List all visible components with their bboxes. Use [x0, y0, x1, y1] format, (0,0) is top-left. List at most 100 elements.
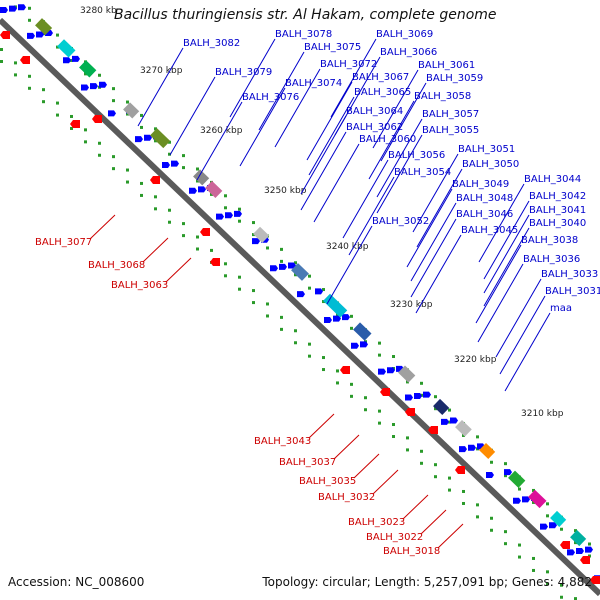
forward-gene-label: BALH_3033: [541, 269, 598, 280]
feature-block: [508, 470, 526, 488]
tick-dot: [504, 530, 507, 534]
feature-block: [323, 293, 348, 318]
forward-gene-arrow: [72, 55, 80, 62]
forward-label-leader: [330, 38, 377, 118]
feature-block: [479, 442, 496, 460]
tick-label: 3270 kbp: [140, 66, 183, 76]
forward-label-leader: [169, 76, 216, 156]
forward-label-leader: [406, 188, 453, 268]
forward-gene-label: BALH_3049: [452, 179, 509, 190]
forward-gene-arrow: [297, 291, 305, 298]
tick-dot: [154, 127, 157, 131]
reverse-gene-label: BALH_3035: [299, 476, 356, 487]
topology-label: Topology: circular; Length: 5,257,091 bp…: [262, 575, 592, 589]
tick-dot: [448, 420, 451, 424]
tick-dot: [560, 583, 563, 587]
forward-gene-label: BALH_3050: [462, 159, 519, 170]
tick-dot: [140, 193, 143, 197]
forward-gene-label: BALH_3040: [529, 218, 586, 229]
tick-dot: [308, 274, 311, 278]
tick-dot: [70, 114, 73, 118]
reverse-gene-label: BALH_3063: [111, 280, 168, 291]
tick-dot: [546, 570, 549, 574]
forward-gene-label: BALH_3075: [304, 42, 361, 53]
forward-label-leader: [308, 96, 355, 176]
tick-dot: [140, 181, 143, 185]
tick-dot: [476, 515, 479, 519]
forward-gene-arrow: [216, 213, 224, 220]
tick-dot: [140, 125, 143, 129]
tick-dot: [154, 195, 157, 199]
tick-dot: [70, 126, 73, 130]
tick-dot: [266, 314, 269, 318]
forward-gene-arrow: [81, 84, 89, 91]
tick-dot: [504, 542, 507, 546]
forward-label-leader: [499, 295, 546, 375]
tick-dot: [196, 167, 199, 171]
tick-dot: [112, 87, 115, 91]
tick-dot: [210, 248, 213, 252]
tick-dot: [56, 33, 59, 37]
tick-dot: [532, 568, 535, 572]
forward-gene-arrow: [225, 212, 233, 219]
tick-dot: [266, 302, 269, 306]
forward-gene-label: BALH_3069: [376, 29, 433, 40]
forward-gene-arrow: [252, 238, 260, 245]
tick-dot: [14, 61, 17, 65]
forward-gene-arrow: [387, 367, 395, 374]
tick-dot: [280, 315, 283, 319]
forward-gene-arrow: [576, 548, 584, 555]
forward-gene-label: BALH_3055: [422, 125, 479, 136]
tick-label: 3260 kbp: [200, 126, 243, 136]
tick-dot: [168, 208, 171, 212]
reverse-gene-arrow: [92, 115, 102, 123]
tick-dot: [308, 354, 311, 358]
forward-label-leader: [410, 218, 457, 298]
forward-gene-label: BALH_3048: [456, 193, 513, 204]
tick-label: 3250 kbp: [264, 186, 307, 196]
forward-gene-label: BALH_3061: [418, 60, 475, 71]
forward-gene-label: BALH_3076: [242, 92, 299, 103]
tick-dot: [98, 141, 101, 145]
tick-dot: [196, 235, 199, 239]
tick-dot: [238, 207, 241, 211]
tick-dot: [364, 408, 367, 412]
tick-dot: [350, 314, 353, 318]
tick-dot: [182, 154, 185, 158]
tick-dot: [490, 460, 493, 464]
reverse-gene-arrow: [340, 366, 350, 374]
forward-gene-arrow: [279, 263, 287, 270]
forward-gene-arrow: [99, 81, 107, 88]
tick-dot: [420, 461, 423, 465]
forward-label-leader: [326, 225, 373, 305]
forward-gene-arrow: [171, 160, 179, 167]
forward-gene-label: BALH_3066: [380, 47, 437, 58]
tick-dot: [84, 72, 87, 76]
forward-label-leader: [478, 183, 525, 263]
feature-block: [57, 39, 76, 58]
tick-dot: [546, 514, 549, 518]
forward-gene-label: BALH_3072: [320, 59, 377, 70]
tick-dot: [448, 408, 451, 412]
forward-gene-arrow: [108, 110, 116, 117]
feature-block: [35, 18, 53, 36]
forward-label-leader: [412, 153, 459, 233]
tick-dot: [308, 286, 311, 290]
forward-gene-arrow: [360, 341, 368, 348]
forward-label-leader: [372, 69, 419, 149]
feature-block: [291, 263, 309, 281]
tick-dot: [252, 221, 255, 225]
tick-dot: [168, 140, 171, 144]
forward-gene-arrow: [18, 4, 26, 11]
tick-dot: [280, 247, 283, 251]
forward-gene-label: BALH_3079: [215, 67, 272, 78]
forward-gene-arrow: [414, 393, 422, 400]
tick-dot: [448, 488, 451, 492]
forward-gene-arrow: [486, 471, 494, 478]
forward-gene-label: BALH_3031: [545, 286, 600, 297]
forward-gene-arrow: [162, 161, 170, 168]
reverse-gene-arrow: [0, 31, 10, 39]
tick-dot: [182, 166, 185, 170]
forward-label-leader: [495, 278, 542, 358]
